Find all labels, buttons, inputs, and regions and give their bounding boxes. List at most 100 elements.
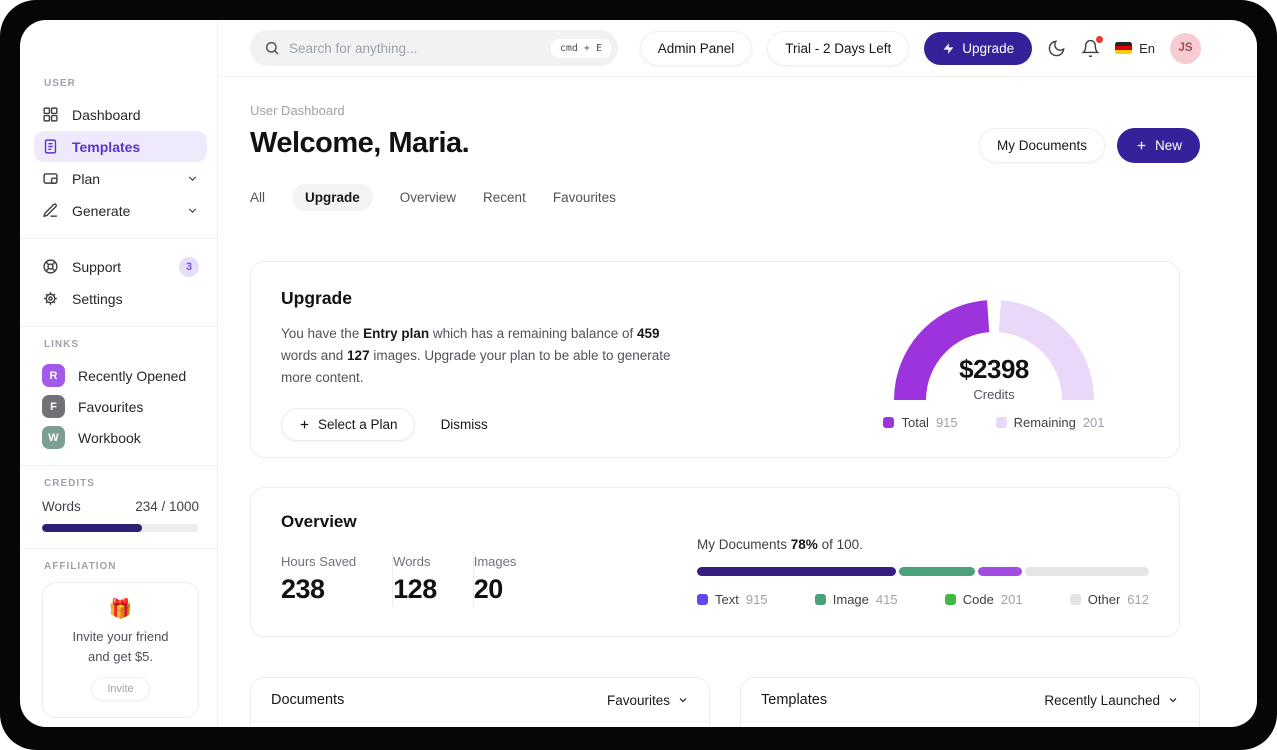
documents-filter-dropdown[interactable]: Favourites: [607, 693, 689, 708]
sidebar-item-label: Templates: [72, 138, 141, 155]
bar-segment: [697, 567, 897, 576]
body-text: words and: [281, 347, 348, 363]
templates-icon: [44, 139, 57, 154]
legend-label: Total: [901, 415, 929, 430]
tab-all[interactable]: All: [250, 190, 266, 205]
documents-progress-bar: [697, 567, 1150, 576]
sidebar-item-label: Support: [72, 258, 122, 275]
template-list-item[interactable]: Blog Post Title in Workbook: [741, 722, 1199, 727]
sidebar-section-links-label: LINKS: [44, 339, 79, 350]
sidebar-link-recently-opened[interactable]: R Recently Opened: [42, 360, 199, 391]
trial-status-button[interactable]: Trial - 2 Days Left: [767, 30, 910, 66]
stat-words: Words 128: [393, 554, 473, 605]
tab-favourites[interactable]: Favourites: [552, 190, 616, 205]
credits-progress-track: [42, 524, 199, 532]
stat-label: Words: [393, 553, 431, 569]
pencil-icon: [43, 203, 57, 218]
chevron-down-icon: [188, 208, 197, 213]
legend-item-other: Other 612: [1069, 592, 1149, 607]
affiliation-text-line1: Invite your friend: [72, 629, 169, 644]
wallet-icon: [43, 173, 58, 184]
topbar: cmd + E Admin Panel Trial - 2 Days Left …: [218, 20, 1257, 77]
stat-hours-saved: Hours Saved 238: [281, 554, 392, 605]
sidebar-item-generate[interactable]: Generate: [34, 195, 207, 226]
language-label: En: [1139, 40, 1155, 56]
link-initial-badge: F: [42, 395, 65, 418]
plus-icon: [300, 420, 309, 428]
tab-recent[interactable]: Recent: [483, 190, 526, 205]
chevron-down-icon: [188, 176, 197, 181]
search-input[interactable]: cmd + E: [250, 30, 618, 66]
page-content: User Dashboard Welcome, Maria. My Docume…: [218, 77, 1257, 727]
documents-progress-label: My Documents 78% of 100.: [697, 537, 1149, 552]
gauge-arc-segment: [998, 300, 1094, 400]
dark-mode-toggle[interactable]: [1047, 39, 1066, 58]
templates-filter-dropdown[interactable]: Recently Launched: [1044, 693, 1179, 708]
search-field[interactable]: [289, 40, 542, 56]
invite-button[interactable]: Invite: [91, 677, 150, 701]
search-icon: [265, 41, 279, 55]
bell-icon: [1081, 39, 1101, 57]
bolt-icon: [943, 42, 954, 54]
sidebar-link-label: Recently Opened: [78, 367, 187, 384]
tab-upgrade[interactable]: Upgrade: [292, 184, 373, 211]
legend-swatch: [883, 417, 895, 428]
link-initial-badge: W: [42, 426, 65, 449]
lifebuoy-icon: [43, 259, 58, 274]
stat-label: Images: [473, 553, 517, 569]
upgrade-button[interactable]: Upgrade: [924, 31, 1033, 65]
sidebar-item-dashboard[interactable]: Dashboard: [34, 99, 207, 130]
sidebar-link-workbook[interactable]: W Workbook: [42, 422, 199, 453]
notifications-button[interactable]: [1081, 35, 1104, 58]
label-bold: 78%: [790, 537, 818, 552]
affiliation-card: 🎁 Invite your friend and get $5. Invite: [42, 582, 199, 718]
sidebar-item-label: Settings: [72, 290, 123, 307]
legend-value: 915: [935, 415, 958, 430]
documents-card-title: Documents: [271, 692, 345, 708]
legend-swatch: [814, 594, 826, 605]
page-title: Welcome, Maria.: [250, 127, 470, 159]
sidebar-link-favourites[interactable]: F Favourites: [42, 391, 199, 422]
credits-gauge: $2398 Credits Total 915 Remaining: [879, 288, 1109, 431]
plus-icon: [1137, 141, 1146, 150]
credits-progress-fill: [42, 524, 143, 532]
my-documents-button[interactable]: My Documents: [978, 128, 1105, 163]
gauge-label: Credits: [973, 387, 1015, 402]
body-text: images. Upgrade your plan to be able to …: [281, 347, 671, 385]
legend-swatch: [995, 417, 1007, 428]
templates-filter-label: Recently Launched: [1044, 692, 1160, 708]
dismiss-button[interactable]: Dismiss: [440, 416, 488, 432]
user-avatar[interactable]: JS: [1170, 32, 1201, 64]
legend-item-text: Text 915: [697, 592, 768, 607]
sidebar-item-templates[interactable]: Templates: [34, 131, 207, 162]
app-window: USER Dashboard Templates Plan Generate S…: [20, 20, 1257, 727]
language-selector[interactable]: En: [1115, 41, 1155, 56]
documents-progress-block: My Documents 78% of 100. Text 915 Image …: [697, 537, 1150, 612]
sidebar-link-label: Favourites: [78, 398, 144, 415]
legend-item-remaining: Remaining 201: [995, 415, 1105, 430]
new-button[interactable]: New: [1116, 128, 1200, 163]
sidebar-divider: [20, 548, 217, 549]
gift-icon: 🎁: [108, 599, 133, 620]
chevron-down-icon: [1169, 698, 1177, 703]
sidebar-item-settings[interactable]: Settings: [34, 283, 207, 314]
stat-images: Images 20: [474, 554, 553, 605]
legend-value: 201: [1082, 415, 1105, 430]
notification-dot: [1096, 35, 1104, 43]
document-list-item[interactable]: Untitled Document in Workbook: [251, 722, 709, 727]
sidebar-item-label: Plan: [72, 170, 101, 187]
bar-segment: [977, 567, 1022, 576]
sidebar-divider: [20, 465, 217, 466]
new-button-label: New: [1154, 138, 1182, 153]
sidebar-item-plan[interactable]: Plan: [34, 163, 207, 194]
support-count-badge: 3: [179, 256, 199, 277]
select-plan-button[interactable]: Select a Plan: [281, 407, 415, 441]
sidebar-divider: [20, 238, 217, 239]
legend-value: 201: [1000, 592, 1023, 607]
tab-overview[interactable]: Overview: [399, 190, 457, 205]
stat-divider: [472, 552, 474, 606]
admin-panel-button[interactable]: Admin Panel: [639, 30, 753, 66]
sidebar-item-support[interactable]: Support 3: [34, 251, 207, 282]
legend-item-code: Code 201: [944, 592, 1023, 607]
upgrade-card-body: You have the Entry plan which has a rema…: [281, 323, 689, 389]
